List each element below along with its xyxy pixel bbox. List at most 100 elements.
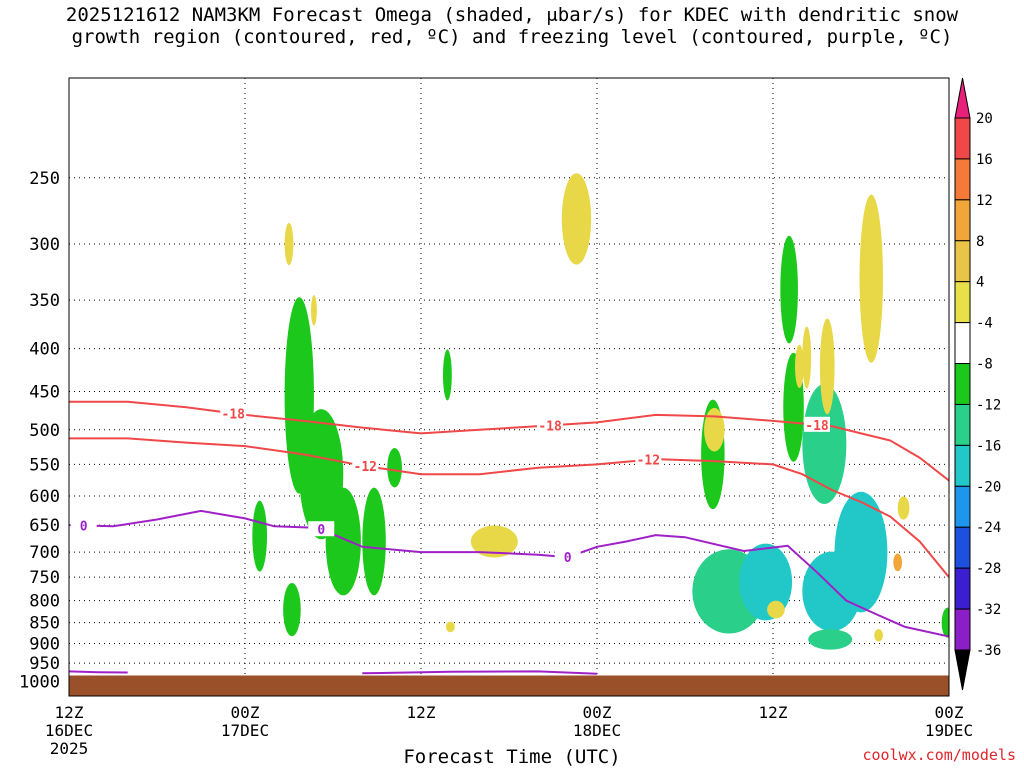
x-tick-year-label: 2025 (50, 739, 89, 758)
omega-shading (252, 173, 949, 650)
omega-descent-region (252, 500, 267, 572)
colorbar-label: 12 (976, 193, 993, 209)
omega-descent-region (443, 349, 452, 401)
y-tick-label: 400 (29, 340, 60, 360)
contour-label-bg (804, 416, 830, 432)
x-tick-label: 12Z (407, 703, 436, 722)
omega-ascent-region (311, 295, 317, 326)
omega-ascent-region (284, 222, 294, 266)
colorbar-label: -20 (976, 479, 1001, 495)
colorbar-label: 20 (976, 111, 993, 127)
contour-label-bg (220, 405, 247, 421)
colorbar-bin (954, 117, 971, 160)
contour-label-bg (537, 417, 564, 433)
x-tick-date-label: 19DEC (925, 721, 973, 740)
contour-label: 0 (80, 520, 88, 535)
x-tick-label: 00Z (583, 703, 612, 722)
x-tick-label: 12Z (759, 703, 788, 722)
omega-descent-region (802, 384, 847, 504)
y-tick-label: 550 (29, 455, 60, 475)
y-tick-label: 350 (29, 291, 60, 311)
contour-label: -18 (538, 419, 562, 434)
omega-descent-region (941, 607, 949, 638)
contour-label: 0 (564, 551, 572, 566)
y-tick-label: 750 (29, 568, 60, 588)
colorbar-label: -36 (976, 643, 1001, 659)
contour-label-bg (308, 521, 335, 537)
y-tick-label: 500 (29, 421, 60, 441)
x-tick-label: 12Z (55, 703, 84, 722)
y-tick-label: 600 (29, 487, 60, 507)
contour-line (69, 670, 128, 674)
title-line-1: 2025121612 NAM3KM Forecast Omega (shaded… (65, 4, 959, 26)
colorbar-bin (954, 485, 971, 528)
contour-line (69, 437, 949, 578)
colorbar-label: 8 (976, 234, 984, 250)
colorbar-top-arrow (954, 77, 971, 119)
contour-label-bg (554, 549, 581, 565)
colorbar-bin (954, 608, 971, 651)
colorbar-bottom-arrow (954, 649, 971, 691)
colorbar-label: -28 (976, 561, 1001, 577)
omega-ascent-region (874, 629, 883, 642)
x-tick-date-label: 18DEC (573, 721, 621, 740)
colorbar-bin (954, 526, 971, 569)
omega-ascent-region (897, 496, 910, 520)
omega-ascent-region (859, 194, 883, 363)
omega-ascent-region (802, 326, 812, 389)
y-tick-label: 650 (29, 516, 60, 536)
y-tick-label: 700 (29, 543, 60, 563)
omega-descent-region (808, 629, 853, 650)
omega-ascent-region (470, 525, 518, 558)
omega-descent-region (834, 491, 888, 613)
omega-descent-region (739, 543, 793, 621)
colorbar-label: -4 (976, 316, 993, 332)
omega-ascent-region (893, 553, 903, 572)
colorbar-bin (954, 444, 971, 487)
colorbar: 20 16 12 8 4 -4 -8 -12 -16 -20 -24 -28 -32 -36 (954, 77, 1001, 691)
y-tick-label: 300 (29, 235, 60, 255)
x-tick-date-label: 17DEC (221, 721, 269, 740)
colorbar-bin (954, 199, 971, 242)
colorbar-bin (954, 322, 971, 365)
omega-ascent-region (795, 344, 804, 389)
y-axis: 2503003504004505005506006507007508008509… (19, 169, 60, 693)
contour-label: -12 (637, 454, 660, 469)
y-tick-label: 250 (29, 169, 60, 189)
contour-label-bg (352, 458, 379, 474)
contour-label: -18 (805, 419, 829, 434)
omega-ascent-region (819, 318, 835, 415)
contour-label-bg (635, 451, 662, 467)
contour-label: -12 (354, 460, 377, 475)
y-tick-label: 1000 (19, 673, 60, 693)
x-tick-date-label: 16DEC (45, 721, 93, 740)
omega-ascent-region (704, 407, 725, 452)
plot-frame (68, 77, 950, 697)
omega-ascent-region (561, 173, 592, 265)
colorbar-bin (954, 363, 971, 405)
contour-label: 0 (317, 523, 325, 538)
omega-descent-region (283, 582, 301, 637)
y-tick-label: 900 (29, 634, 60, 654)
ground-fill (69, 675, 949, 696)
ground (69, 675, 949, 696)
colorbar-label: 4 (976, 275, 984, 291)
colorbar-label: 16 (976, 152, 993, 168)
omega-descent-region (780, 235, 798, 344)
omega-descent-region (325, 487, 361, 596)
colorbar-bin (954, 567, 971, 610)
contour-line (362, 670, 598, 675)
x-axis-title: Forecast Time (UTC) (403, 746, 621, 768)
omega-descent-region (362, 487, 386, 596)
colorbar-bin (954, 158, 971, 201)
x-tick-label: 00Z (231, 703, 260, 722)
omega-ascent-region (445, 621, 455, 633)
chart-title: 2025121612 NAM3KM Forecast Omega (shaded… (0, 4, 1024, 48)
colorbar-label: -16 (976, 438, 1001, 454)
y-tick-label: 850 (29, 614, 60, 634)
title-line-2: growth region (contoured, red, ºC) and f… (71, 26, 953, 48)
colorbar-bin (954, 281, 971, 324)
y-tick-label: 800 (29, 592, 60, 612)
